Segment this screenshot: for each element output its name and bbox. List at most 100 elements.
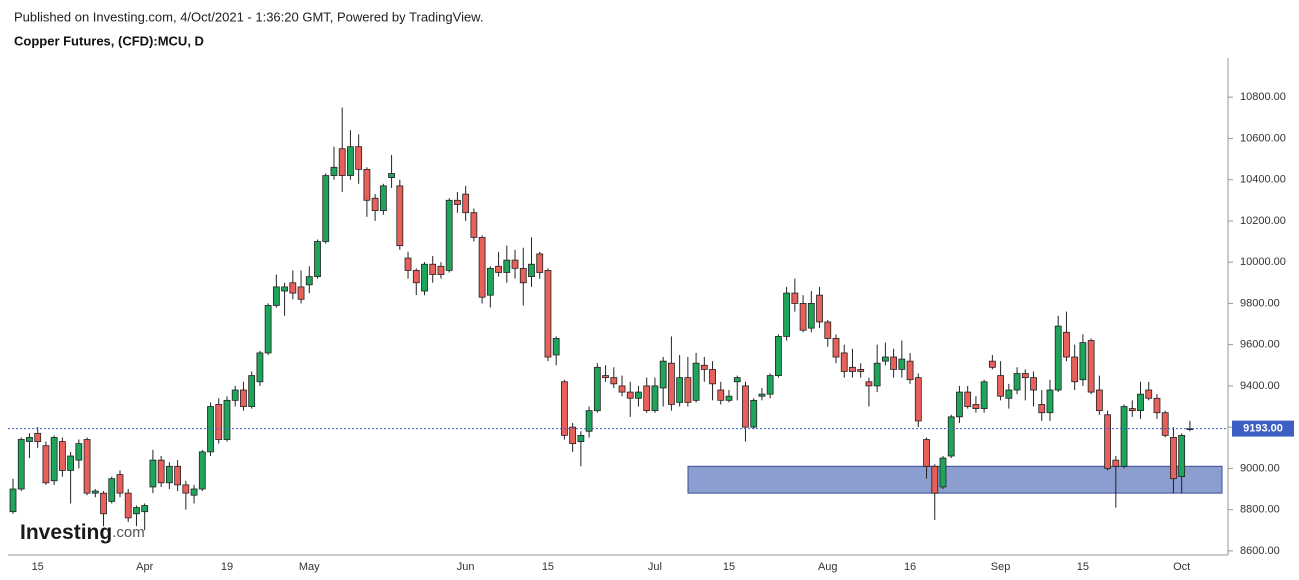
candle-body — [1153, 397, 1161, 414]
candle-body — [659, 360, 667, 389]
candle-body — [832, 338, 840, 358]
candle-body — [544, 270, 552, 358]
candle-body — [1161, 412, 1169, 436]
candle-body — [256, 352, 264, 383]
candle-body — [956, 391, 963, 418]
candle-body — [1104, 414, 1111, 469]
candle-body — [297, 286, 305, 300]
candle-body — [338, 148, 346, 176]
x-tick-label: 15 — [723, 561, 735, 573]
x-tick-label: 15 — [1077, 561, 1089, 573]
candle-body — [1013, 373, 1021, 391]
candle-body — [840, 352, 848, 372]
candle-body — [947, 416, 955, 457]
last-price-label: 9193.00 — [1243, 422, 1283, 434]
candle-body — [717, 389, 725, 401]
candle-body — [34, 432, 42, 442]
candle-body — [108, 478, 116, 502]
y-tick-label: 10800.00 — [1240, 91, 1286, 103]
candle-body — [42, 445, 50, 484]
candle-body — [700, 364, 708, 370]
support-zone — [687, 465, 1223, 494]
candle-body — [742, 385, 749, 428]
candle-body — [133, 507, 140, 515]
candle-body — [939, 457, 947, 488]
candle-body — [198, 451, 206, 490]
candle-body — [412, 270, 420, 284]
candle-body — [379, 185, 387, 212]
candle-body — [626, 391, 634, 399]
y-tick-label: 9600.00 — [1240, 339, 1280, 351]
candle-body — [165, 465, 173, 484]
candle-body — [635, 391, 642, 399]
candle-body — [1063, 331, 1070, 358]
candle-body — [26, 437, 33, 442]
candle-body — [486, 267, 494, 296]
candle-body — [873, 362, 881, 387]
candle-body — [519, 267, 527, 284]
x-tick-label: Aug — [818, 561, 838, 573]
y-tick-label: 9400.00 — [1240, 380, 1280, 392]
candle-body — [495, 265, 502, 273]
x-tick-label: Jul — [648, 561, 662, 573]
candle-body — [758, 393, 766, 397]
candle-body — [684, 377, 692, 403]
candle-body — [404, 257, 412, 271]
logo-name: Investing — [20, 521, 112, 544]
candle-body — [643, 385, 651, 412]
candle-body — [865, 381, 873, 387]
candle-body — [58, 441, 66, 471]
candle-body — [807, 303, 815, 329]
candle-body — [174, 465, 182, 486]
candle-body — [1112, 459, 1120, 467]
candle-body — [1005, 389, 1013, 399]
candle-body — [774, 336, 782, 376]
candle-body — [50, 437, 58, 482]
candle-body — [577, 434, 585, 442]
candle-body — [791, 292, 799, 304]
candle-body — [248, 375, 256, 407]
candle-body — [528, 263, 535, 277]
candle-body — [182, 484, 190, 494]
candle-body — [281, 286, 288, 292]
candle-body — [17, 439, 25, 490]
candle-body — [857, 368, 865, 372]
candle-body — [149, 459, 157, 488]
candle-body — [314, 241, 321, 277]
candle-body — [264, 305, 272, 354]
candle-body — [766, 375, 774, 395]
candle-body — [478, 237, 486, 298]
x-tick-label: 16 — [904, 561, 916, 573]
candle-body — [898, 358, 906, 370]
candle-body — [445, 199, 453, 271]
logo-suffix: .com — [112, 524, 145, 541]
candle-body — [240, 389, 247, 407]
candle-body — [536, 253, 544, 273]
x-tick-label: Sep — [991, 561, 1011, 573]
x-tick-label: Jun — [457, 561, 475, 573]
candle-body — [190, 488, 198, 496]
plot: 8600.008800.009000.009200.009400.009600.… — [8, 91, 1294, 573]
candle-body — [849, 366, 856, 372]
header: Published on Investing.com, 4/Oct/2021 -… — [14, 9, 483, 24]
chart-title: Copper Futures, (CFD):MCU, D — [14, 33, 204, 48]
candle-body — [569, 426, 577, 445]
candle-body — [322, 175, 330, 242]
candle-body — [923, 439, 930, 467]
candle-body — [651, 385, 659, 412]
candle-body — [75, 443, 83, 461]
y-tick-label: 10600.00 — [1240, 132, 1286, 144]
candle-body — [462, 193, 470, 214]
candle-body — [1120, 406, 1128, 467]
candle-body — [972, 404, 980, 409]
candle-body — [100, 492, 107, 515]
candle-body — [988, 360, 996, 368]
candle-body — [692, 362, 700, 401]
candle-body — [511, 259, 519, 269]
candle-body — [906, 360, 914, 381]
candle-body — [799, 303, 807, 331]
candle-body — [997, 375, 1004, 397]
candle-body — [9, 488, 17, 513]
candle-body — [1038, 404, 1046, 414]
